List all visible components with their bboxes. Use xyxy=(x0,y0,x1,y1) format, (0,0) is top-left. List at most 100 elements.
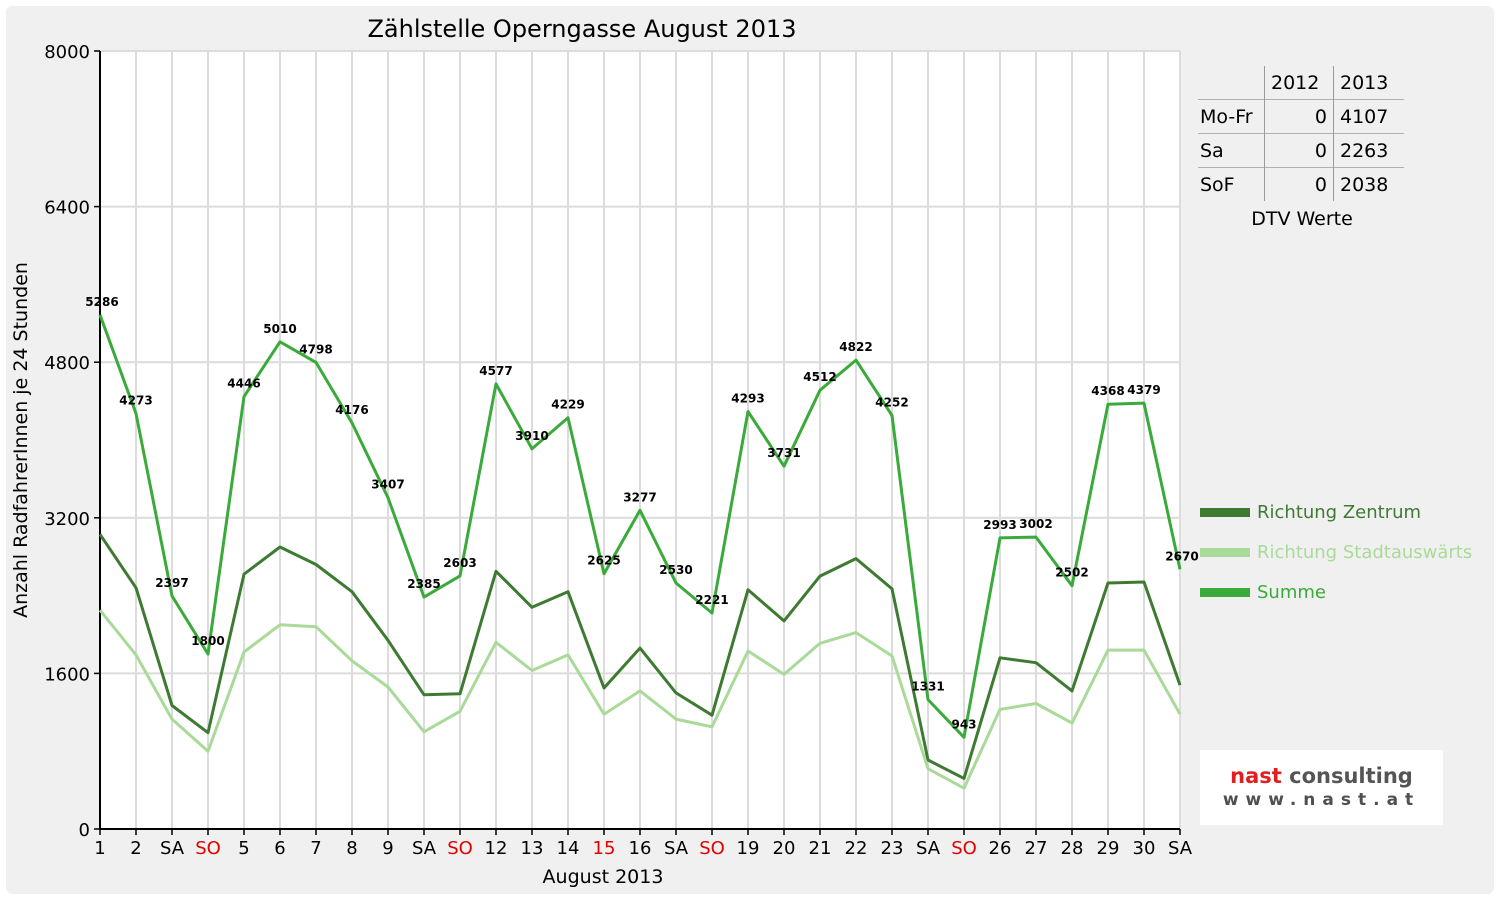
data-label: 2625 xyxy=(587,554,620,568)
x-tick-label: SA xyxy=(916,838,941,859)
logo-name: nast consulting xyxy=(1200,764,1443,788)
data-label: 4176 xyxy=(335,403,368,417)
data-label: 4229 xyxy=(551,398,584,412)
x-tick-label: 15 xyxy=(593,838,616,859)
data-label: 5010 xyxy=(263,322,296,336)
x-tick-label: 21 xyxy=(809,838,832,859)
data-label: 3002 xyxy=(1019,517,1052,531)
x-tick-label: 26 xyxy=(989,838,1012,859)
dtv-cell: Sa xyxy=(1198,133,1265,168)
x-tick-label: SA xyxy=(664,838,689,859)
x-tick-label: 28 xyxy=(1061,838,1084,859)
logo-name-part1: nast xyxy=(1230,764,1282,788)
x-tick-label: 13 xyxy=(521,838,544,859)
dtv-cell: 0 xyxy=(1264,167,1334,201)
x-tick-label: 22 xyxy=(845,838,868,859)
data-label: 1331 xyxy=(911,680,944,694)
dtv-cell: SoF xyxy=(1198,167,1265,201)
y-tick-label: 4800 xyxy=(44,353,90,374)
x-tick-label: 1 xyxy=(94,838,105,859)
x-tick-label: 16 xyxy=(629,838,652,859)
x-tick-label: SA xyxy=(1168,838,1193,859)
x-tick-label: 27 xyxy=(1025,838,1048,859)
x-axis-label: August 2013 xyxy=(543,866,664,888)
x-tick-label: 12 xyxy=(485,838,508,859)
y-axis-label: Anzahl RadfahrerInnen je 24 Stunden xyxy=(10,262,32,618)
series-line xyxy=(98,314,1182,739)
legend-label: Summe xyxy=(1257,581,1326,603)
data-label: 2993 xyxy=(983,518,1016,532)
x-tick-label: SA xyxy=(412,838,437,859)
data-label: 2502 xyxy=(1055,566,1088,580)
data-label: 2670 xyxy=(1165,549,1198,563)
x-tick-label: 20 xyxy=(773,838,796,859)
chart-legend: Richtung Zentrum Richtung Stadtauswärts … xyxy=(1200,492,1472,612)
dtv-cell: 0 xyxy=(1264,99,1334,134)
logo-name-part2: consulting xyxy=(1281,764,1413,788)
data-label: 4368 xyxy=(1091,384,1124,398)
dtv-cell: 0 xyxy=(1264,133,1334,168)
dtv-header-cell: 2012 xyxy=(1264,66,1334,100)
data-label: 4252 xyxy=(875,395,908,409)
series-line xyxy=(98,533,1182,780)
legend-item-stadtauswaerts: Richtung Stadtauswärts xyxy=(1200,532,1472,572)
x-tick-label: 19 xyxy=(737,838,760,859)
x-tick-label: SO xyxy=(195,838,221,859)
x-tick-label: 6 xyxy=(274,838,285,859)
data-label: 2530 xyxy=(659,563,692,577)
data-label: 2603 xyxy=(443,556,476,570)
data-label: 3277 xyxy=(623,490,656,504)
dtv-cell: Mo-Fr xyxy=(1198,99,1265,134)
x-tick-label: 23 xyxy=(881,838,904,859)
x-tick-label: SO xyxy=(447,838,473,859)
data-label: 4293 xyxy=(731,392,764,406)
x-tick-label: 8 xyxy=(346,838,357,859)
x-tick-label: 5 xyxy=(238,838,249,859)
dtv-header-cell xyxy=(1198,66,1265,100)
x-tick-label: 30 xyxy=(1133,838,1156,859)
legend-label: Richtung Zentrum xyxy=(1257,501,1422,523)
data-label: 5286 xyxy=(85,295,118,309)
x-tick-label: SO xyxy=(951,838,977,859)
x-tick-label: SO xyxy=(699,838,725,859)
data-label: 2221 xyxy=(695,593,728,607)
dtv-cell: 2263 xyxy=(1333,133,1404,168)
y-tick-label: 8000 xyxy=(44,42,90,63)
dtv-caption: DTV Werte xyxy=(1251,208,1353,230)
data-label: 4798 xyxy=(299,342,332,356)
y-tick-label: 0 xyxy=(79,820,90,841)
x-tick-label: 7 xyxy=(310,838,321,859)
legend-swatch xyxy=(1200,547,1250,557)
data-label: 4577 xyxy=(479,364,512,378)
legend-swatch xyxy=(1200,587,1250,597)
logo-url: www.nast.at xyxy=(1222,790,1421,810)
x-tick-label: 2 xyxy=(130,838,141,859)
series-line xyxy=(98,609,1182,790)
x-tick-label: 29 xyxy=(1097,838,1120,859)
y-tick-label: 6400 xyxy=(44,198,90,219)
data-label: 943 xyxy=(951,717,976,731)
legend-swatch xyxy=(1200,507,1250,517)
y-tick-label: 3200 xyxy=(44,509,90,530)
chart-title: Zählstelle Operngasse August 2013 xyxy=(367,15,796,43)
x-tick-label: 14 xyxy=(557,838,580,859)
legend-item-zentrum: Richtung Zentrum xyxy=(1200,492,1472,532)
dtv-row: Mo-Fr 0 4107 xyxy=(1198,99,1404,134)
legend-item-summe: Summe xyxy=(1200,572,1472,612)
x-tick-label: 9 xyxy=(382,838,393,859)
company-logo: nast consulting www.nast.at xyxy=(1200,750,1443,825)
data-label: 3910 xyxy=(515,429,548,443)
data-label: 4446 xyxy=(227,377,260,391)
dtv-cell: 4107 xyxy=(1333,99,1404,134)
data-label: 4273 xyxy=(119,393,152,407)
data-label: 4822 xyxy=(839,340,872,354)
dtv-table: 2012 2013 Mo-Fr 0 4107 Sa 0 2263 SoF 0 2… xyxy=(1198,66,1404,201)
legend-label: Richtung Stadtauswärts xyxy=(1257,541,1473,563)
data-label: 2385 xyxy=(407,577,440,591)
y-tick-label: 1600 xyxy=(44,664,90,685)
x-tick-label: SA xyxy=(160,838,185,859)
data-label: 1800 xyxy=(191,634,224,648)
dtv-cell: 2038 xyxy=(1333,167,1404,201)
